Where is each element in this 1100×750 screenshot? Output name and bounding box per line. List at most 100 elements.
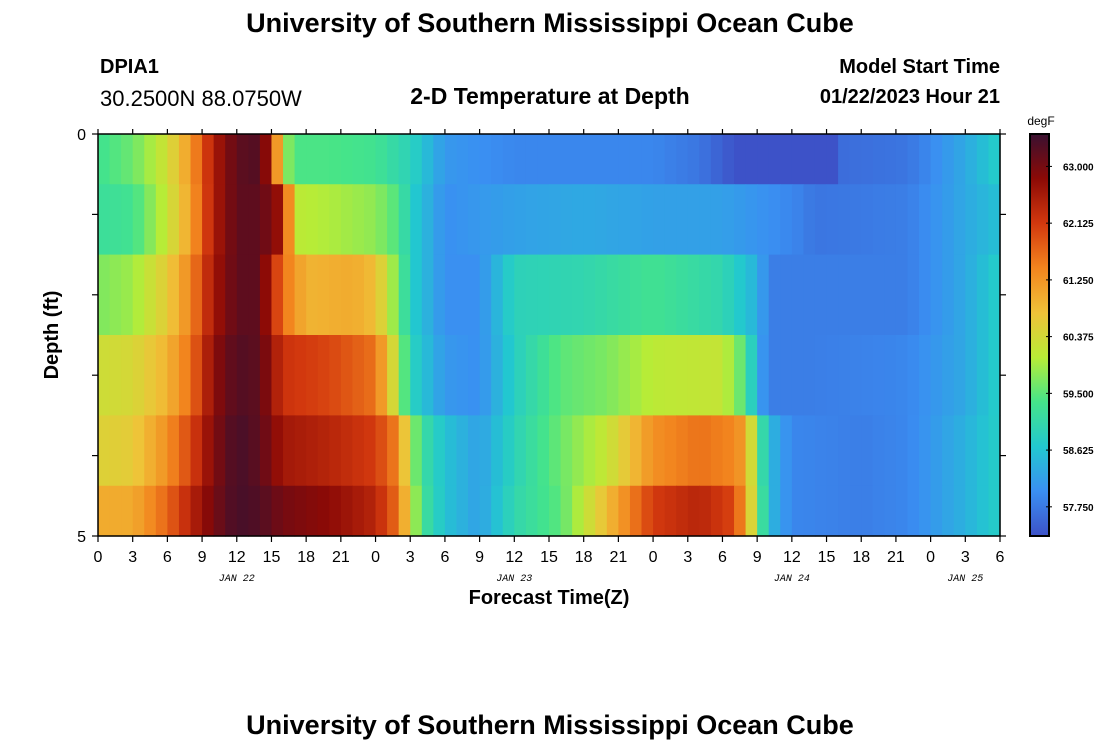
heatmap-cell <box>826 254 839 336</box>
heatmap-cell <box>190 415 203 487</box>
heatmap-cell <box>734 415 747 487</box>
heatmap-cell <box>953 254 966 336</box>
heatmap-cell <box>895 335 909 416</box>
heatmap-cell <box>930 335 943 416</box>
heatmap-cell <box>664 335 677 416</box>
x-tick-label: 3 <box>128 549 137 566</box>
heatmap-cell <box>768 335 781 416</box>
heatmap-cell <box>618 335 631 416</box>
heatmap-cell <box>884 184 897 256</box>
heatmap-cell <box>421 254 434 336</box>
heatmap-cell <box>352 335 365 416</box>
x-tick-label: 3 <box>406 549 415 566</box>
heatmap-cell <box>283 184 296 256</box>
heatmap-cell <box>768 134 781 185</box>
heatmap-cell <box>965 254 978 336</box>
heatmap-cell <box>699 134 712 185</box>
heatmap-cell <box>780 254 793 336</box>
heatmap-cell <box>629 134 643 185</box>
heatmap-cell <box>363 134 377 185</box>
heatmap-cell <box>294 485 307 537</box>
heatmap-cell <box>479 184 492 256</box>
station-coordinates: 30.2500N 88.0750W <box>100 86 302 111</box>
heatmap-cell <box>930 254 943 336</box>
heatmap-cell <box>121 184 134 256</box>
heatmap-cell <box>803 485 816 537</box>
heatmap-cell <box>236 254 249 336</box>
heatmap-cell <box>363 254 377 336</box>
colorbar-tick-label: 59.500 <box>1063 389 1094 400</box>
heatmap-cell <box>572 254 585 336</box>
heatmap-cell <box>363 335 377 416</box>
heatmap-cell <box>757 415 770 487</box>
heatmap-cell <box>722 485 735 537</box>
heatmap-cell <box>549 254 562 336</box>
heatmap-cell <box>398 134 411 185</box>
heatmap-cell <box>849 335 862 416</box>
heatmap-cell <box>849 485 862 537</box>
heatmap-cell <box>549 415 562 487</box>
heatmap-cell <box>687 254 700 336</box>
heatmap-cell <box>271 134 284 185</box>
heatmap-cell <box>202 335 215 416</box>
heatmap-cell <box>803 335 816 416</box>
heatmap-cell <box>352 134 365 185</box>
heatmap-cell <box>583 254 596 336</box>
heatmap-cell <box>109 485 122 537</box>
heatmap-cell <box>676 415 689 487</box>
heatmap-cell <box>444 184 458 256</box>
heatmap-cell <box>155 134 168 185</box>
heatmap-cell <box>606 134 619 185</box>
heatmap-cell <box>144 335 157 416</box>
heatmap-cell <box>271 415 284 487</box>
chart-subtitle: 2-D Temperature at Depth <box>410 83 690 109</box>
x-tick-label: 6 <box>996 549 1005 566</box>
heatmap-cell <box>572 184 585 256</box>
heatmap-cell <box>676 254 689 336</box>
heatmap-cell <box>144 254 157 336</box>
heatmap-cell <box>814 335 828 416</box>
heatmap-cell <box>178 485 192 537</box>
heatmap-cell <box>537 335 550 416</box>
x-tick-label: 12 <box>783 549 801 566</box>
x-tick-label: 21 <box>887 549 905 566</box>
heatmap-cell <box>687 184 700 256</box>
heatmap-cell <box>98 335 111 416</box>
heatmap-cell <box>791 134 805 185</box>
heatmap-cell <box>167 254 180 336</box>
heatmap-cell <box>363 415 377 487</box>
heatmap-cell <box>410 485 423 537</box>
heatmap-cell <box>861 415 874 487</box>
heatmap-cell <box>525 415 539 487</box>
heatmap-cell <box>468 485 481 537</box>
heatmap-cell <box>283 415 296 487</box>
heatmap-cell <box>456 134 469 185</box>
heatmap-cell <box>144 415 157 487</box>
heatmap-cell <box>248 184 261 256</box>
heatmap-cell <box>768 485 781 537</box>
heatmap-cell <box>144 184 157 256</box>
heatmap-cell <box>167 415 180 487</box>
heatmap-cell <box>398 415 411 487</box>
heatmap-cell <box>340 134 354 185</box>
heatmap-cell <box>606 415 619 487</box>
colorbar-tick-label: 61.250 <box>1063 276 1094 287</box>
heatmap-cell <box>144 134 157 185</box>
heatmap-cell <box>387 134 400 185</box>
x-tick-label: 21 <box>609 549 627 566</box>
heatmap-cell <box>872 485 885 537</box>
heatmap-cell <box>780 184 793 256</box>
heatmap-cell <box>317 485 330 537</box>
heatmap-cell <box>884 134 897 185</box>
heatmap-cell <box>306 134 319 185</box>
heatmap-cell <box>213 254 226 336</box>
heatmap-cell <box>317 184 330 256</box>
heatmap-cell <box>919 415 932 487</box>
heatmap-cell <box>560 485 573 537</box>
heatmap-cell <box>791 254 805 336</box>
heatmap-cell <box>710 335 724 416</box>
heatmap-cell <box>629 254 643 336</box>
heatmap-cell <box>664 134 677 185</box>
y-axis: 05 <box>77 127 1006 546</box>
heatmap-cell <box>98 184 111 256</box>
